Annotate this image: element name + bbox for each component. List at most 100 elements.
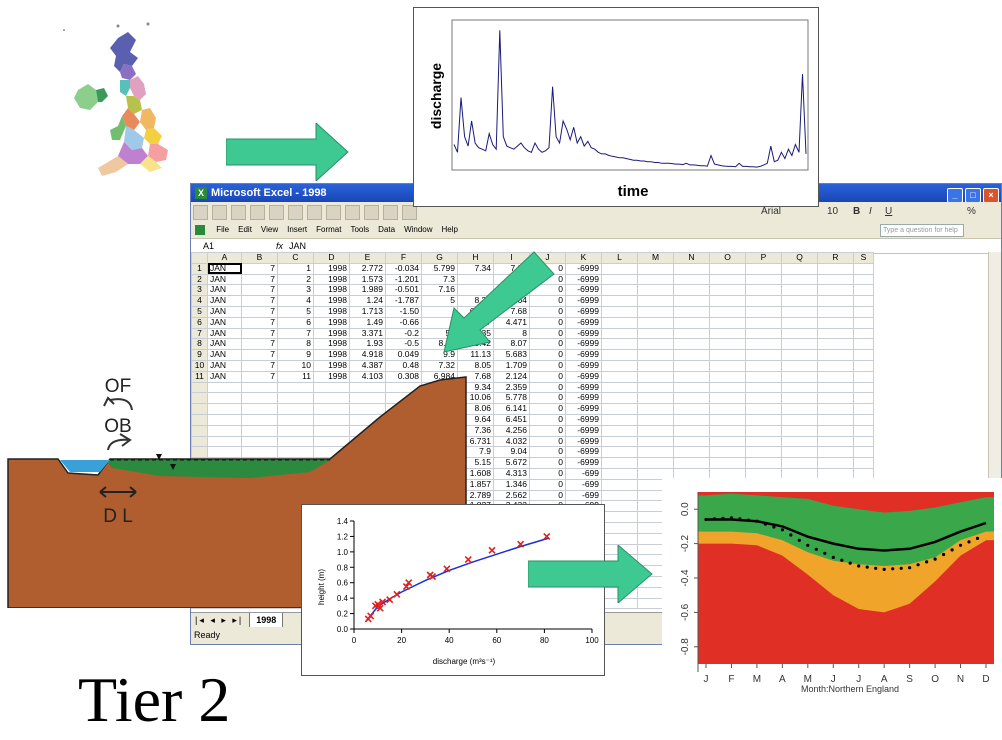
cell[interactable]: 4.032 [493, 435, 530, 448]
cell[interactable] [637, 435, 674, 448]
row-header[interactable]: 1 [191, 262, 208, 275]
cell[interactable] [637, 305, 674, 318]
cell[interactable] [709, 413, 746, 426]
cell[interactable] [853, 413, 874, 426]
cell[interactable] [817, 424, 854, 437]
cell[interactable]: -6999 [565, 316, 602, 329]
cell[interactable] [817, 338, 854, 351]
cell[interactable] [745, 392, 782, 405]
cell[interactable]: 1998 [313, 284, 350, 297]
cell[interactable] [601, 478, 638, 491]
column-header[interactable]: M [637, 252, 674, 264]
cell[interactable]: 2.772 [349, 262, 386, 275]
cell[interactable]: 0 [529, 413, 566, 426]
cell[interactable] [853, 338, 874, 351]
cell[interactable] [709, 349, 746, 361]
cell[interactable] [817, 381, 854, 394]
cell[interactable] [781, 338, 818, 351]
cell[interactable] [745, 273, 782, 286]
bold-button[interactable]: B [853, 206, 861, 217]
cell[interactable]: 4.256 [493, 424, 530, 437]
row-header[interactable]: 4 [191, 295, 208, 307]
cell[interactable] [781, 295, 818, 307]
column-header[interactable]: S [853, 252, 874, 264]
cell[interactable] [781, 327, 818, 340]
cell[interactable] [745, 424, 782, 437]
cell[interactable]: -6999 [565, 435, 602, 448]
underline-button[interactable]: U [885, 206, 893, 217]
cell[interactable] [817, 457, 854, 469]
cell[interactable]: 0 [529, 359, 566, 372]
cell[interactable] [781, 305, 818, 318]
cell[interactable] [601, 273, 638, 286]
cell[interactable]: -0.501 [385, 284, 422, 297]
cell[interactable] [853, 403, 874, 415]
cell[interactable] [745, 305, 782, 318]
cell[interactable] [673, 381, 710, 394]
cell[interactable] [817, 273, 854, 286]
menu-edit[interactable]: Edit [238, 225, 252, 234]
cell[interactable]: 7 [241, 262, 278, 275]
cell[interactable]: 0 [529, 467, 566, 480]
format-painter-icon[interactable] [383, 205, 398, 220]
column-header[interactable]: O [709, 252, 746, 264]
cell[interactable] [817, 327, 854, 340]
cell[interactable] [637, 381, 674, 394]
cell[interactable]: -0.2 [385, 327, 422, 340]
cell[interactable] [637, 295, 674, 307]
cell[interactable]: 1.346 [493, 478, 530, 491]
cell[interactable]: 0 [529, 403, 566, 415]
cell[interactable]: -6999 [565, 327, 602, 340]
column-header[interactable]: P [745, 252, 782, 264]
menu-file[interactable]: File [216, 225, 230, 234]
close-button[interactable]: × [983, 188, 999, 203]
cell[interactable] [781, 262, 818, 275]
cell[interactable] [745, 262, 782, 275]
cell[interactable] [853, 349, 874, 361]
cell[interactable] [817, 262, 854, 275]
cell[interactable]: 7 [241, 295, 278, 307]
cell[interactable] [637, 316, 674, 329]
cell[interactable] [781, 457, 818, 469]
cell[interactable] [745, 435, 782, 448]
cell[interactable] [673, 284, 710, 297]
cell[interactable] [673, 403, 710, 415]
cell[interactable] [601, 370, 638, 383]
row-header[interactable]: 9 [191, 349, 208, 361]
cell[interactable]: 5.778 [493, 392, 530, 405]
cell[interactable] [637, 327, 674, 340]
cell[interactable] [709, 327, 746, 340]
copy-icon[interactable] [345, 205, 360, 220]
cell[interactable]: 1998 [313, 273, 350, 286]
cell[interactable]: 9.04 [493, 446, 530, 459]
cell[interactable] [709, 305, 746, 318]
row-header[interactable]: 3 [191, 284, 208, 297]
cell[interactable]: -1.50 [385, 305, 422, 318]
cell[interactable]: 6 [277, 316, 314, 329]
cell[interactable]: -699 [565, 478, 602, 491]
cell[interactable] [601, 424, 638, 437]
cell[interactable]: 0 [529, 435, 566, 448]
row-header[interactable]: 2 [191, 273, 208, 286]
cell[interactable]: -699 [565, 467, 602, 480]
cell[interactable] [709, 403, 746, 415]
cell[interactable]: 1.713 [349, 305, 386, 318]
cell[interactable] [745, 381, 782, 394]
cell[interactable]: JAN [207, 327, 242, 340]
cell[interactable] [637, 446, 674, 459]
cell[interactable]: 4 [277, 295, 314, 307]
cell[interactable] [781, 446, 818, 459]
cell[interactable]: -6999 [565, 338, 602, 351]
cell[interactable]: -6999 [565, 446, 602, 459]
cell[interactable] [817, 349, 854, 361]
column-header[interactable]: F [385, 252, 422, 264]
cell[interactable] [853, 316, 874, 329]
cell[interactable]: JAN [207, 262, 242, 275]
cell[interactable] [709, 262, 746, 275]
cell[interactable] [853, 435, 874, 448]
column-header[interactable]: L [601, 252, 638, 264]
cell[interactable]: 1998 [313, 338, 350, 351]
cell[interactable]: -6999 [565, 262, 602, 275]
cell[interactable] [673, 359, 710, 372]
cell[interactable] [745, 457, 782, 469]
